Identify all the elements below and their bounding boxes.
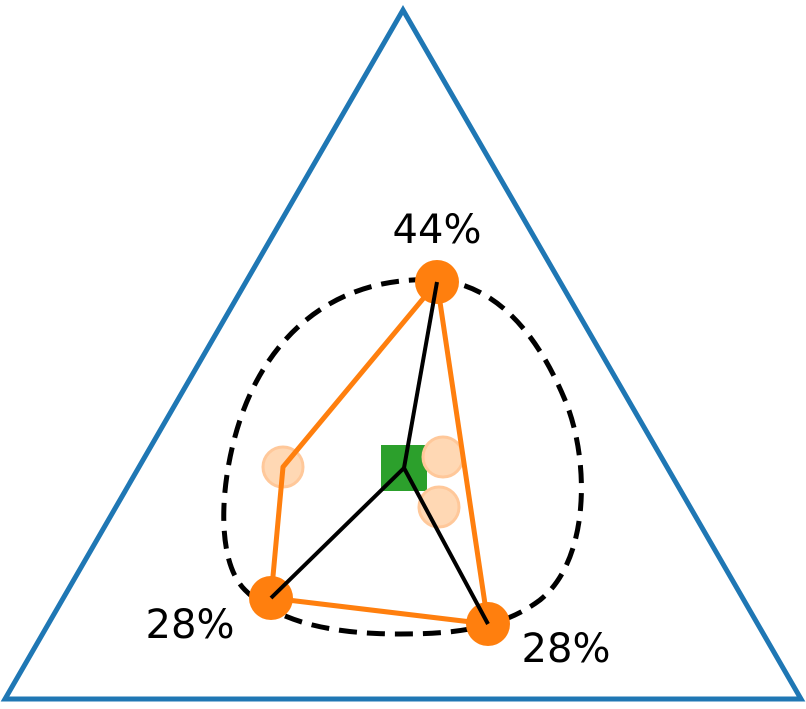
outer-triangle	[0, 5, 806, 702]
spoke	[402, 467, 490, 625]
spokes	[269, 281, 490, 625]
spoke	[402, 281, 439, 469]
percent-label: 28%	[146, 602, 235, 648]
percent-label: 28%	[522, 626, 611, 672]
faded-point	[421, 435, 465, 479]
spoke	[269, 466, 406, 600]
percent-label: 44%	[393, 207, 482, 253]
dashed-region	[221, 277, 584, 637]
